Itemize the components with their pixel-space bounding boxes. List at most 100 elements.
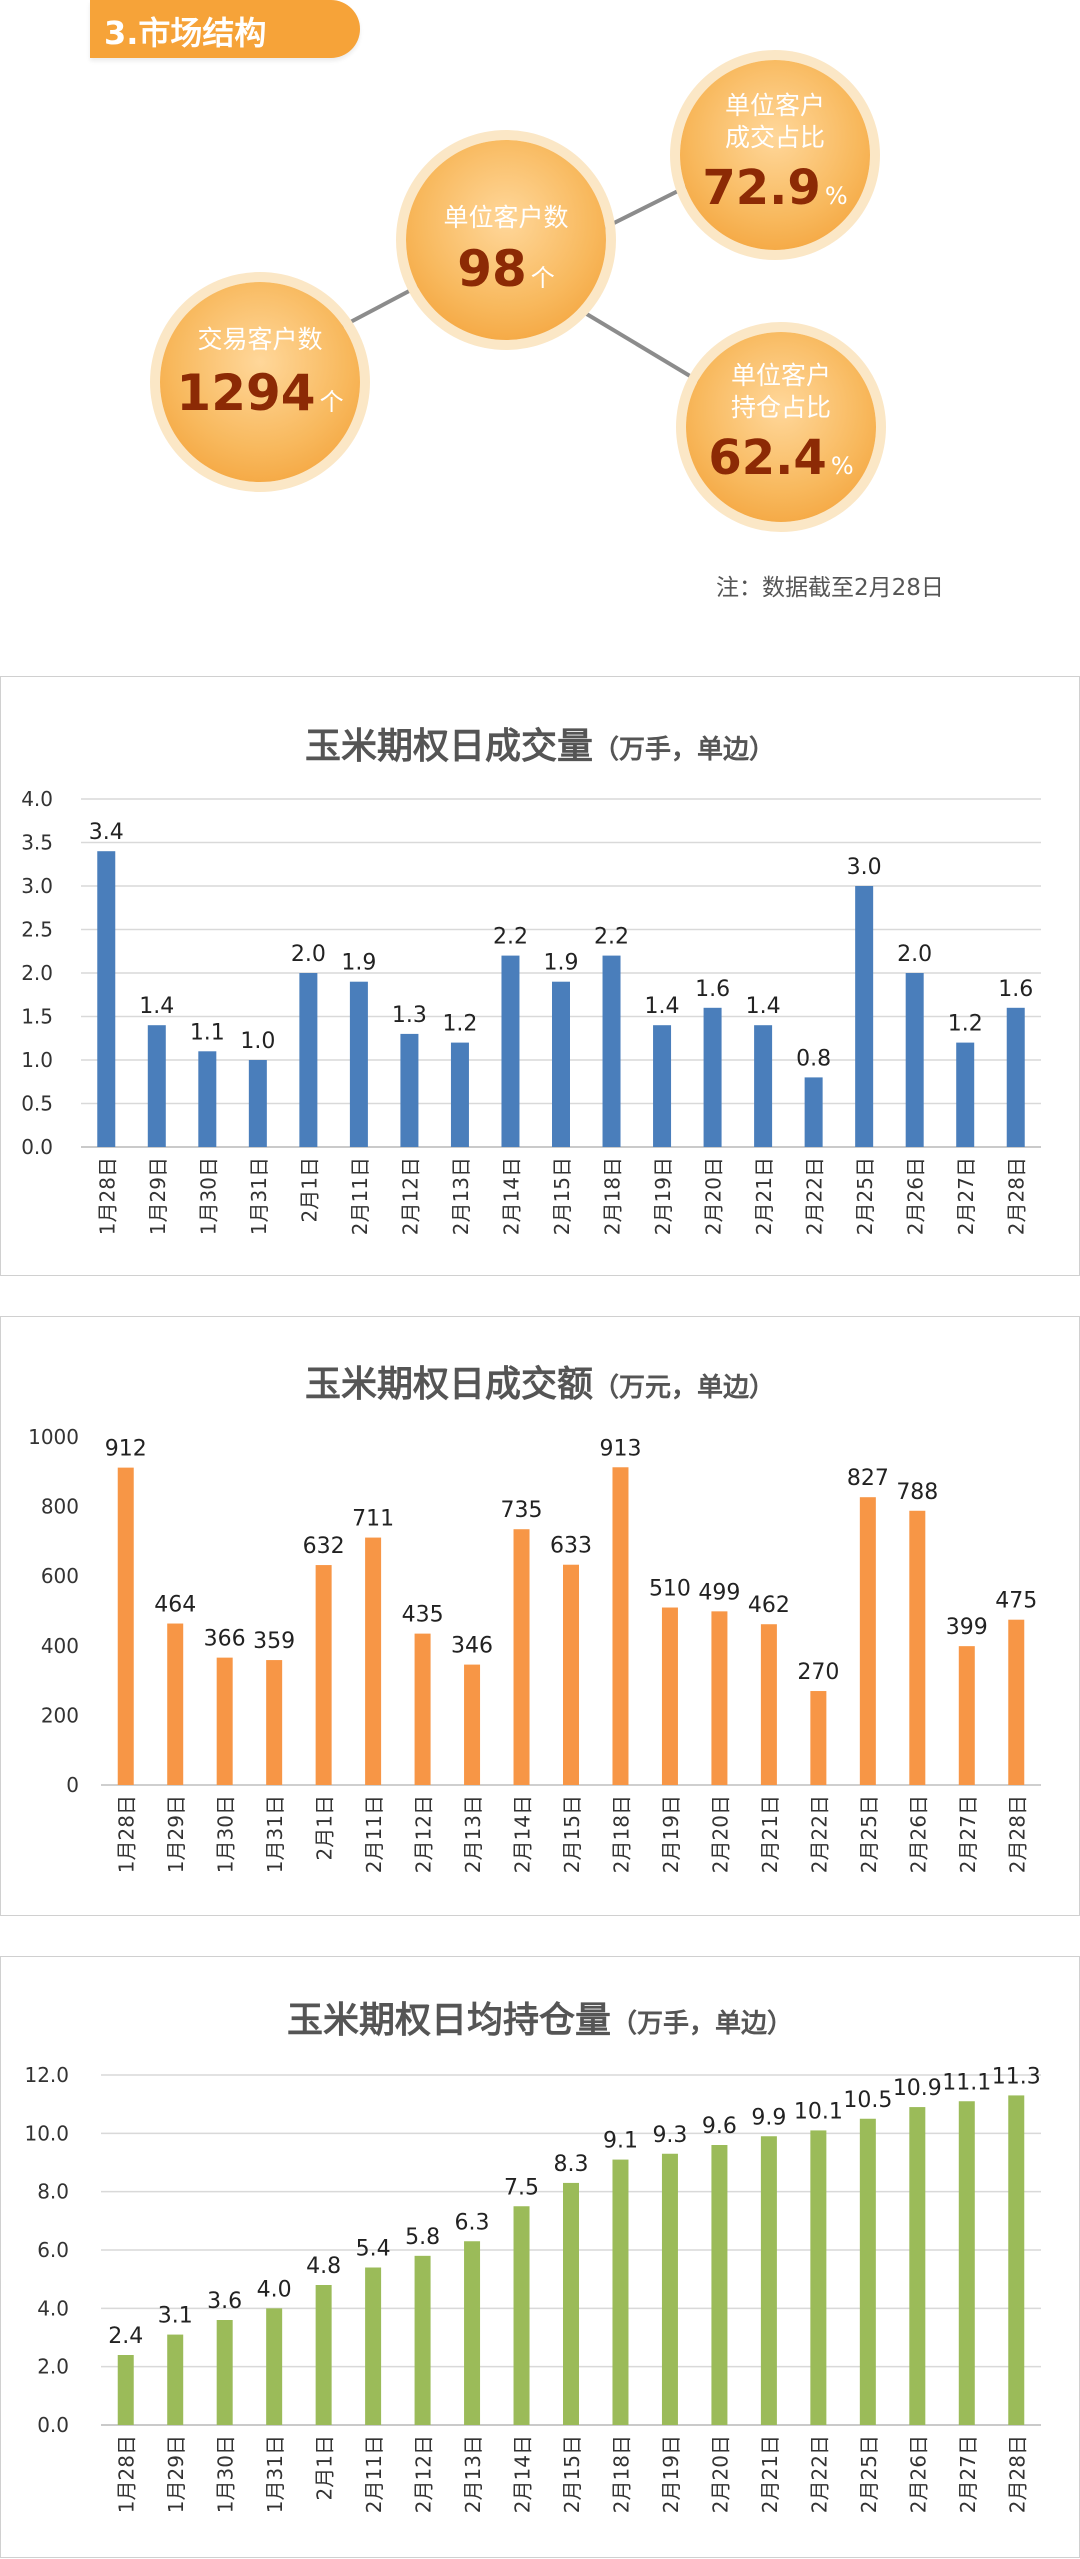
data-label: 5.4 [356,2237,391,2262]
data-label: 1.4 [139,994,174,1019]
data-label: 10.5 [843,2088,892,2113]
bar [365,1537,382,1785]
chart-title: 玉米期权日成交额（万元，单边） [1,1355,1079,1407]
chart-subtitle: （万手，单边） [593,735,776,765]
y-tick-label: 400 [41,1634,79,1658]
section-banner: 3.市场结构 [90,0,360,58]
x-tick-label: 2月11日 [362,2435,386,2513]
volume-share-value-wrap: 72.9% [680,160,870,216]
institution-count-bubble: 单位客户数 98 个 [406,140,606,340]
data-label: 9.3 [652,2123,687,2148]
data-label: 3.6 [207,2289,242,2314]
x-tick-label: 1月30日 [214,2435,238,2513]
y-tick-label: 800 [41,1495,79,1519]
x-tick-label: 1月28日 [115,1795,139,1873]
bar [167,1623,184,1785]
data-label: 9.9 [751,2105,786,2130]
y-tick-label: 4.0 [37,2296,69,2320]
data-label: 3.0 [847,855,882,880]
data-label: 827 [847,1466,889,1491]
data-label: 11.1 [942,2070,991,2095]
data-label: 2.0 [897,942,932,967]
data-label: 1.9 [341,951,376,976]
bar [117,2355,134,2425]
bar [464,2241,481,2425]
position-share-unit: % [830,452,854,480]
x-tick-label: 2月21日 [758,2435,782,2513]
data-label: 1.6 [998,977,1033,1002]
x-tick-label: 2月20日 [708,1795,732,1873]
bar [464,1664,481,1785]
y-tick-label: 12.0 [24,2063,69,2087]
bar [909,1510,926,1785]
data-label: 464 [154,1593,196,1618]
bar [905,973,924,1147]
y-tick-label: 1.5 [21,1005,53,1029]
y-tick-label: 0.0 [21,1135,53,1159]
data-label: 8.3 [554,2152,589,2177]
bar [956,1042,975,1147]
x-tick-label: 2月1日 [313,2435,337,2500]
data-label: 2.2 [594,925,629,950]
data-label: 10.1 [794,2099,843,2124]
bar [365,2267,382,2425]
bar [810,1691,827,1785]
bar [859,1497,876,1785]
bar [703,1007,722,1147]
x-tick-label: 2月20日 [708,2435,732,2513]
x-tick-label: 1月29日 [146,1157,170,1235]
bar [266,1660,283,1785]
y-tick-label: 1.0 [21,1048,53,1072]
y-tick-label: 600 [41,1564,79,1588]
x-tick-label: 2月1日 [313,1795,337,1860]
x-tick-label: 2月28日 [1005,1157,1029,1235]
volume-share-value: 72.9 [702,160,821,216]
x-tick-label: 2月19日 [659,1795,683,1873]
position-share-label-1: 单位客户 [730,361,831,390]
data-label: 1.9 [544,951,579,976]
y-tick-label: 2.0 [21,961,53,985]
data-label: 1.0 [240,1029,275,1054]
y-tick-label: 8.0 [37,2180,69,2204]
bar [216,1657,233,1785]
bar [315,1565,332,1785]
institution-count-label: 单位客户数 [443,203,569,232]
x-tick-label: 2月26日 [906,1795,930,1873]
bar [349,981,368,1147]
y-tick-label: 2.5 [21,918,53,942]
chart-title: 玉米期权日成交量（万手，单边） [1,717,1079,769]
bar [513,1529,530,1785]
x-tick-label: 2月26日 [906,2435,930,2513]
data-label: 366 [204,1627,246,1652]
institution-count-value: 98 [457,240,527,298]
x-tick-label: 2月22日 [807,2435,831,2513]
bar [760,1624,777,1785]
trader-count-unit: 个 [319,388,344,416]
data-label: 9.6 [702,2114,737,2139]
x-tick-label: 2月14日 [499,1157,523,1235]
x-tick-label: 2月15日 [550,1157,574,1235]
data-label: 510 [649,1577,691,1602]
y-tick-label: 3.0 [21,874,53,898]
chart-title: 玉米期权日均持仓量（万手，单边） [1,1991,1079,2043]
x-tick-label: 2月12日 [398,1157,422,1235]
data-label: 1.1 [190,1020,225,1045]
bar [612,1467,629,1785]
data-label: 3.1 [158,2304,193,2329]
turnover-bar-chart: 0 200 400 600 800 1000 912 1月28日 464 1月29日 366 1月30… [28,1425,1041,1873]
bar [754,1025,773,1147]
x-tick-label: 2月18日 [609,1795,633,1873]
x-tick-label: 2月12日 [412,2435,436,2513]
x-tick-label: 2月13日 [449,1157,473,1235]
data-label: 435 [402,1603,444,1628]
x-tick-label: 1月31日 [247,1157,271,1235]
bar [602,955,621,1147]
data-label: 462 [748,1593,790,1618]
bar [501,955,520,1147]
volume-share-label-2: 成交占比 [724,123,825,152]
y-tick-label: 200 [41,1703,79,1727]
section-title: 3.市场结构 [104,14,267,52]
bar [1008,1619,1025,1785]
bar [711,2145,728,2425]
y-tick-label: 0.5 [21,1092,53,1116]
